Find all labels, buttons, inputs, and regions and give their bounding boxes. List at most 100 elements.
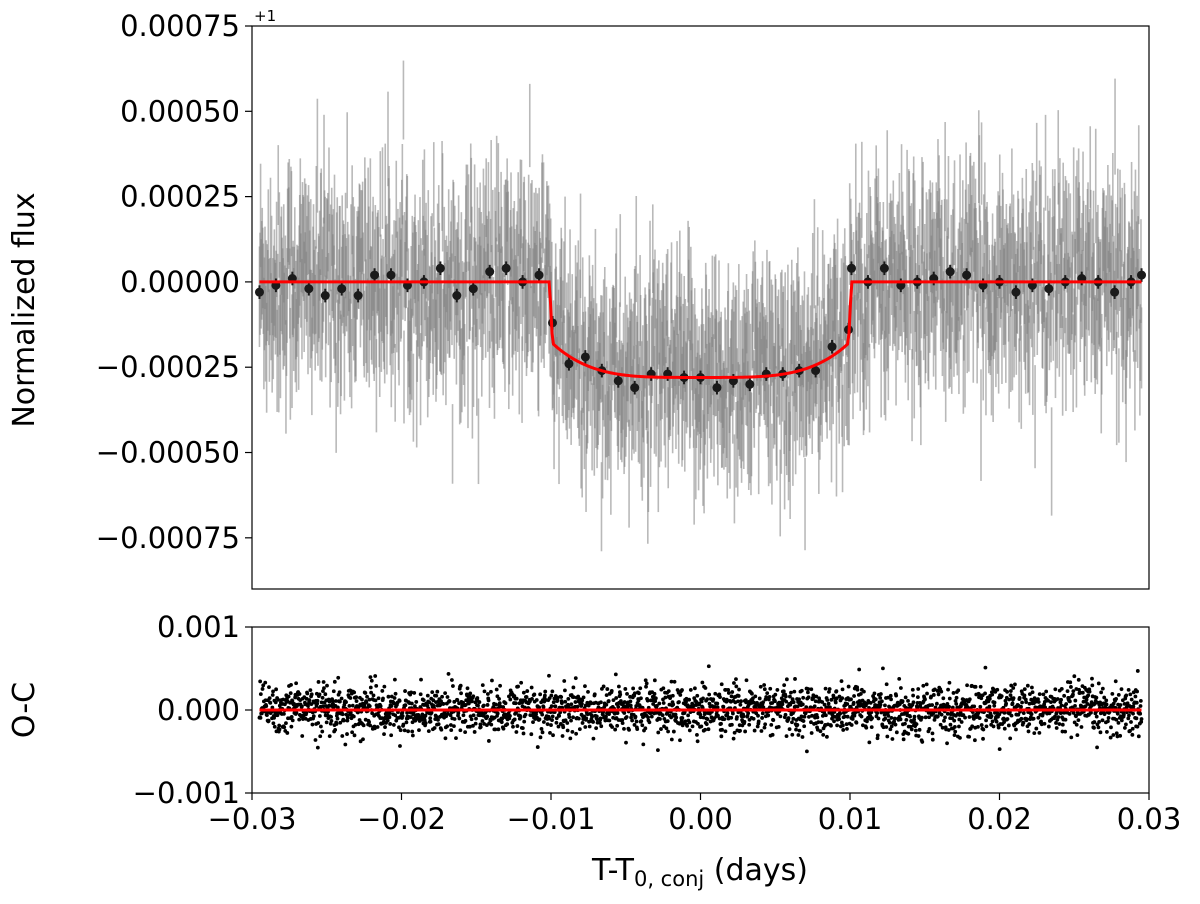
residual-point: [889, 697, 893, 702]
residual-point: [736, 699, 740, 704]
residual-point: [894, 693, 899, 698]
residual-point: [857, 667, 862, 672]
residual-point: [485, 703, 490, 707]
residual-point: [369, 690, 374, 695]
residual-point: [560, 705, 565, 710]
residual-point: [345, 715, 350, 720]
residual-point: [1076, 677, 1081, 682]
residual-point: [465, 686, 470, 691]
residual-point: [844, 722, 849, 727]
residual-point: [1005, 717, 1010, 721]
residual-point: [458, 683, 463, 688]
residual-point: [810, 713, 814, 718]
residual-point: [806, 690, 810, 695]
residual-point: [1118, 703, 1123, 707]
residual-point: [736, 694, 741, 698]
residual-point: [778, 714, 783, 719]
residual-point: [637, 691, 641, 696]
residual-point: [952, 733, 957, 737]
residual-point: [317, 714, 322, 718]
residual-point: [1037, 730, 1042, 735]
residual-point: [345, 718, 350, 723]
residual-point: [273, 700, 278, 705]
residual-point: [920, 740, 925, 744]
residual-point: [1011, 696, 1016, 700]
residual-point: [538, 735, 543, 740]
residual-point: [769, 722, 774, 727]
residual-point: [1109, 725, 1113, 730]
residual-point: [550, 689, 555, 694]
light-curve-axes-frame: [251, 25, 1150, 590]
residual-point: [317, 692, 322, 697]
residual-point: [725, 711, 730, 716]
residual-point: [849, 723, 854, 727]
residual-point: [1068, 680, 1073, 685]
residual-point: [401, 722, 406, 727]
residual-point: [586, 689, 590, 694]
residual-point: [930, 731, 935, 736]
residual-point: [762, 687, 767, 692]
residual-point: [1074, 722, 1079, 727]
residual-point: [952, 718, 957, 723]
residual-point: [319, 724, 323, 729]
residual-point: [520, 726, 525, 731]
residual-point: [620, 721, 625, 726]
residual-point: [1068, 699, 1072, 704]
offset-label: +1: [254, 7, 276, 25]
residual-point: [883, 716, 888, 721]
binned-point: [386, 270, 396, 280]
residual-point: [1056, 715, 1061, 719]
residual-point: [343, 742, 348, 747]
residual-point: [1138, 711, 1143, 716]
binned-point: [630, 383, 640, 393]
residual-point: [852, 713, 857, 718]
residual-point: [1059, 686, 1064, 691]
residual-point: [927, 715, 931, 720]
residual-point: [657, 701, 662, 706]
residual-point: [796, 733, 801, 737]
residual-point: [1072, 674, 1077, 679]
residual-point: [647, 720, 652, 725]
residual-point: [786, 716, 791, 720]
residual-point: [421, 698, 426, 703]
residual-point: [897, 676, 902, 681]
residual-point: [804, 749, 809, 754]
residual-point: [505, 722, 510, 727]
residual-point: [904, 717, 909, 722]
residual-point: [958, 735, 962, 740]
residual-point: [850, 717, 855, 721]
residual-point: [813, 699, 818, 704]
residual-point: [956, 688, 961, 693]
residual-point: [1133, 694, 1138, 699]
residual-point: [1026, 729, 1031, 734]
residual-point: [789, 690, 793, 695]
residual-point: [1084, 697, 1089, 702]
residual-point: [878, 702, 883, 707]
residual-point: [1130, 732, 1135, 737]
residual-point: [344, 700, 348, 704]
residual-point: [1096, 681, 1101, 686]
residuals-y-ticks: 0.001 0.000 −0.001: [133, 610, 252, 810]
residual-point: [827, 689, 831, 694]
residual-point: [1115, 711, 1120, 716]
residual-point: [645, 698, 650, 703]
residual-point: [859, 714, 864, 719]
residual-point: [619, 699, 623, 703]
residual-point: [812, 704, 817, 709]
residual-point: [946, 687, 950, 692]
residual-point: [387, 715, 392, 720]
residual-point: [1063, 717, 1068, 722]
residual-point: [1097, 720, 1102, 724]
residual-point: [514, 696, 519, 701]
residual-point: [639, 719, 644, 724]
residual-point: [784, 699, 789, 704]
residual-point: [999, 694, 1004, 699]
residual-point: [389, 733, 394, 738]
residual-point: [731, 736, 736, 741]
residual-point: [551, 733, 555, 738]
residual-point: [472, 730, 477, 734]
residual-point: [671, 729, 676, 734]
residual-point: [649, 714, 654, 719]
residual-point: [1059, 697, 1063, 702]
residual-point: [397, 698, 402, 703]
